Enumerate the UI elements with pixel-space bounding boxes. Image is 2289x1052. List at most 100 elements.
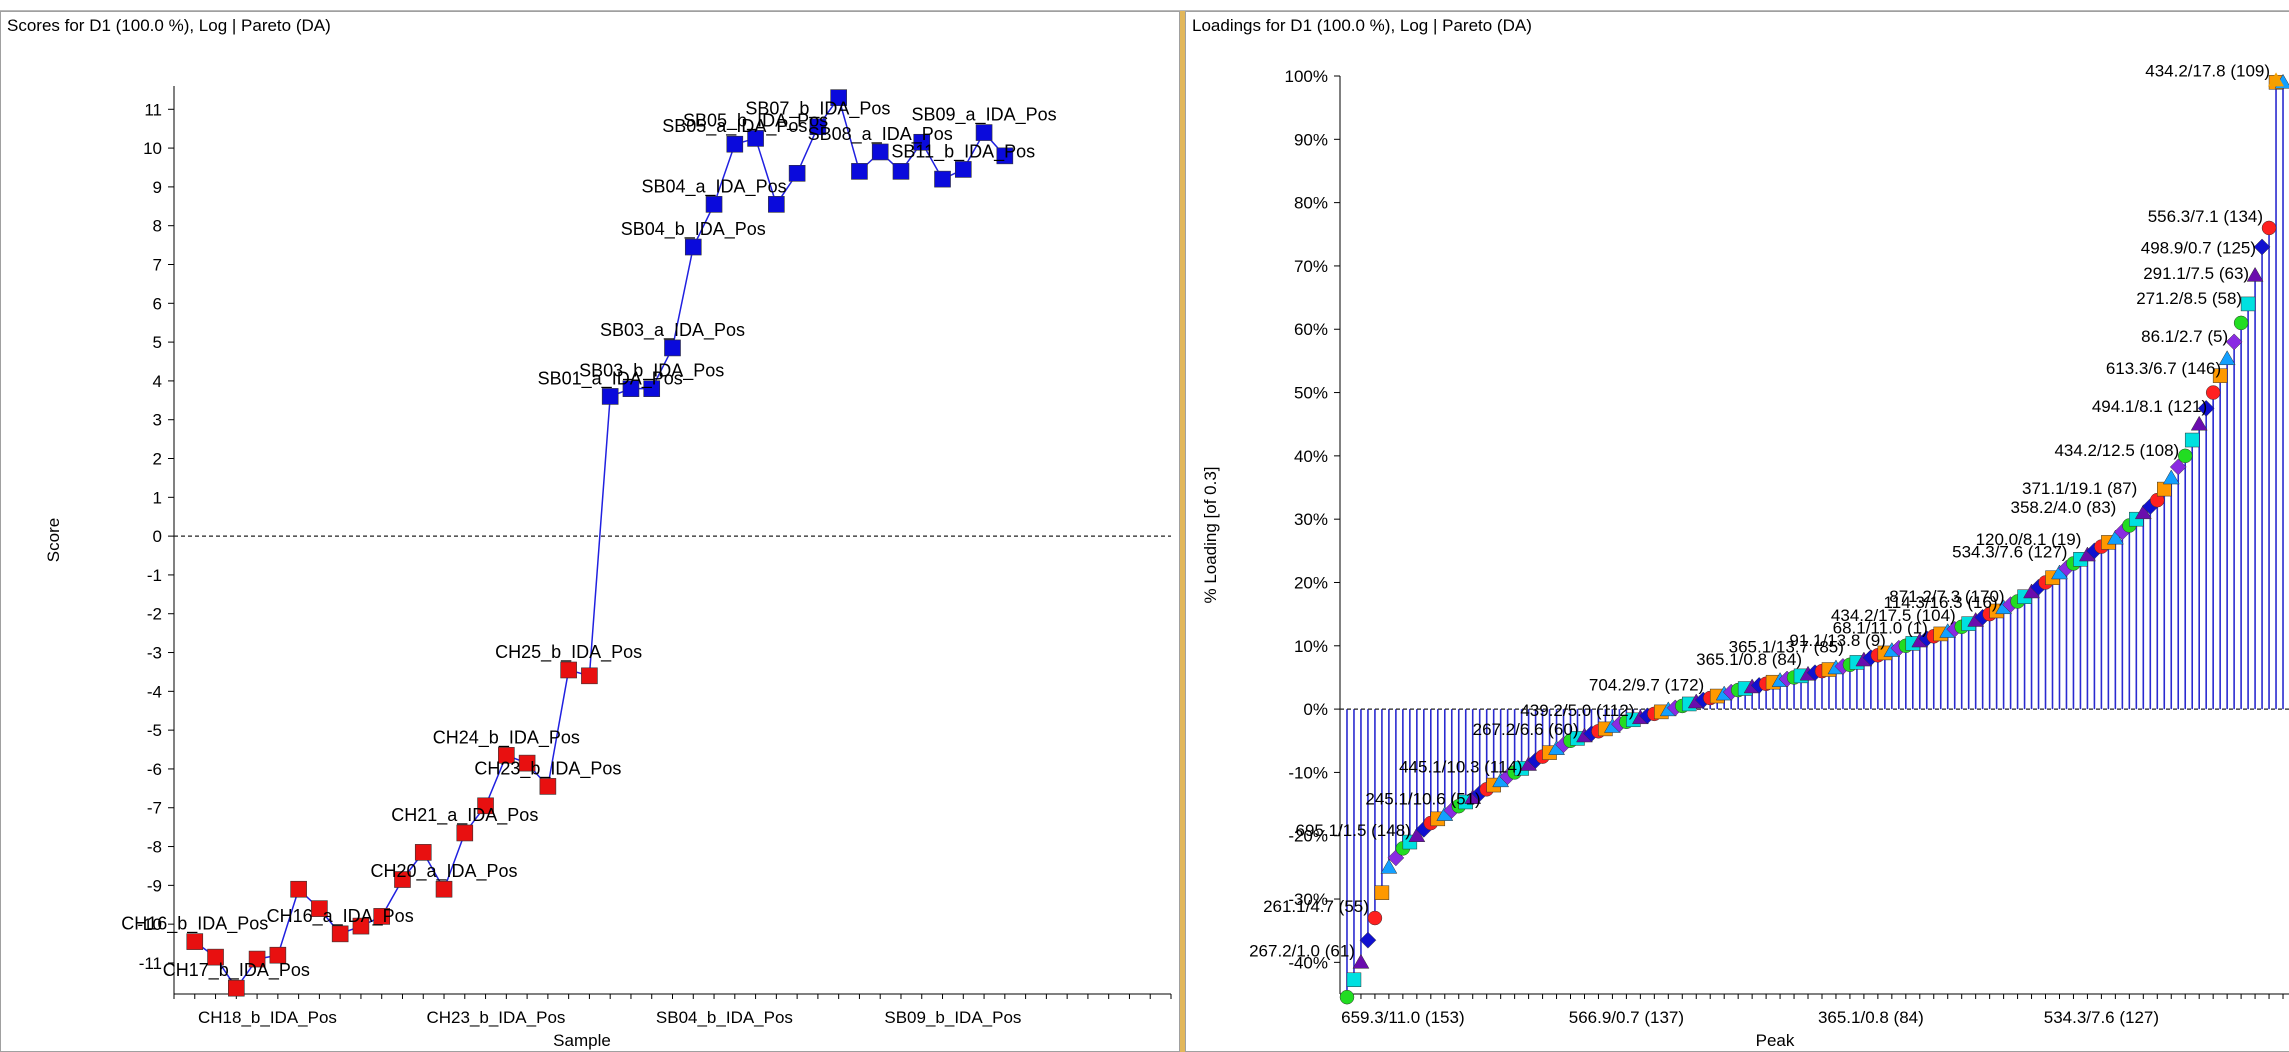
x-tick-label: SB09_b_IDA_Pos bbox=[884, 1008, 1021, 1027]
peak-label: 86.1/2.7 (5) bbox=[2141, 327, 2228, 346]
sample-label: SB01_a_IDA_Pos bbox=[538, 368, 683, 389]
x-tick-label: 566.9/0.7 (137) bbox=[1569, 1008, 1684, 1027]
sample-point bbox=[581, 667, 598, 685]
y-tick-label: 60% bbox=[1294, 320, 1328, 339]
sample-point bbox=[290, 880, 307, 898]
y-tick-label: 90% bbox=[1294, 130, 1328, 149]
peak-label: 434.2/17.8 (109) bbox=[2145, 61, 2270, 80]
y-tick-label: 2 bbox=[153, 450, 162, 469]
sample-point bbox=[601, 388, 619, 405]
loading-marker bbox=[2212, 368, 2228, 383]
y-tick-label: 7 bbox=[153, 255, 162, 274]
x-axis-title: Peak bbox=[1756, 1031, 1795, 1050]
y-tick-label: 10 bbox=[143, 139, 162, 158]
peak-label: 704.2/9.7 (172) bbox=[1589, 675, 1704, 694]
y-tick-label: -20% bbox=[1288, 827, 1328, 846]
loading-marker bbox=[2169, 458, 2187, 476]
y-tick-label: -5 bbox=[147, 721, 162, 740]
peak-label: 534.3/7.6 (127) bbox=[1952, 542, 2067, 561]
y-tick-label: 6 bbox=[153, 294, 162, 313]
sample-point bbox=[394, 871, 411, 888]
y-tick-label: 8 bbox=[153, 217, 162, 236]
y-tick-label: 0% bbox=[1303, 700, 1328, 719]
sample-point bbox=[560, 661, 577, 679]
sample-point bbox=[248, 950, 266, 968]
peak-label: 556.3/7.1 (134) bbox=[2148, 207, 2263, 226]
peak-label: 434.2/12.5 (108) bbox=[2054, 441, 2179, 460]
sample-point bbox=[892, 163, 910, 180]
loading-marker bbox=[1346, 972, 1362, 988]
sample-point bbox=[477, 797, 494, 815]
sample-point bbox=[913, 133, 931, 151]
scores-plot[interactable]: 11109876543210-1-2-3-4-5-6-7-8-9-10-11CH… bbox=[1, 12, 1179, 1051]
score-series-line bbox=[194, 95, 1006, 990]
sample-point bbox=[456, 824, 474, 842]
sample-label: CH16_b_IDA_Pos bbox=[121, 914, 268, 935]
panel-splitter[interactable] bbox=[1180, 11, 1185, 1052]
sample-label: SB04_b_IDA_Pos bbox=[621, 219, 766, 240]
sample-point bbox=[498, 747, 515, 764]
x-tick-label: CH18_b_IDA_Pos bbox=[198, 1008, 337, 1027]
y-tick-label: 1 bbox=[153, 488, 162, 507]
y-tick-label: -1 bbox=[147, 566, 162, 585]
peak-label: 498.9/0.7 (125) bbox=[2141, 239, 2256, 258]
sample-point bbox=[311, 900, 328, 917]
sample-point bbox=[768, 196, 785, 213]
y-tick-label: -30% bbox=[1288, 890, 1328, 909]
loading-marker bbox=[2261, 220, 2277, 236]
loadings-panel-title: Loadings for D1 (100.0 %), Log | Pareto … bbox=[1192, 16, 1532, 35]
sample-label: SB03_b_IDA_Pos bbox=[579, 361, 724, 382]
scores-panel[interactable]: Scores for D1 (100.0 %), Log | Pareto (D… bbox=[0, 11, 1180, 1052]
sample-point bbox=[871, 143, 889, 161]
sample-point bbox=[934, 170, 951, 188]
y-tick-label: 5 bbox=[153, 333, 162, 352]
y-tick-label: 4 bbox=[153, 372, 162, 391]
sample-point bbox=[269, 946, 287, 964]
loadings-panel[interactable]: Loadings for D1 (100.0 %), Log | Pareto … bbox=[1185, 11, 2289, 1052]
peak-label: 365.1/0.8 (84) bbox=[1696, 650, 1802, 669]
peak-label: 91.1/13.8 (9) bbox=[1789, 631, 1885, 650]
sample-label: CH20_a_IDA_Pos bbox=[370, 861, 517, 882]
peak-label: 267.2/6.6 (60) bbox=[1473, 720, 1579, 739]
y-axis-title: Score bbox=[44, 518, 63, 562]
sample-point bbox=[435, 880, 453, 898]
loading-marker bbox=[2177, 448, 2193, 464]
sample-label: SB11_b_IDA_Pos bbox=[891, 141, 1035, 162]
loading-marker bbox=[1339, 989, 1355, 1005]
peak-label: 267.2/1.0 (61) bbox=[1249, 941, 1355, 960]
sample-point bbox=[851, 163, 868, 180]
sample-label: SB04_a_IDA_Pos bbox=[641, 176, 786, 197]
y-tick-label: 40% bbox=[1294, 447, 1328, 466]
loading-marker bbox=[2240, 296, 2256, 312]
loading-marker bbox=[2162, 469, 2180, 485]
sample-point bbox=[975, 124, 993, 141]
loading-marker bbox=[2205, 385, 2221, 400]
sample-point bbox=[518, 754, 536, 772]
y-tick-label: -6 bbox=[147, 760, 162, 779]
y-tick-label: -3 bbox=[147, 644, 162, 663]
sample-point bbox=[747, 130, 764, 147]
y-tick-label: -9 bbox=[147, 876, 162, 895]
sample-point bbox=[643, 380, 661, 397]
loading-marker bbox=[2190, 415, 2208, 431]
sample-label: CH21_a_IDA_Pos bbox=[391, 805, 538, 826]
peak-label: 434.2/17.5 (104) bbox=[1831, 606, 1956, 625]
sample-point bbox=[809, 118, 827, 136]
peak-label: 114.3/16.3 (16) bbox=[1884, 593, 1998, 612]
sample-label: SB05_a_IDA_Pos bbox=[662, 116, 807, 137]
sample-point bbox=[684, 238, 702, 256]
y-tick-label: -8 bbox=[147, 838, 162, 857]
loading-marker bbox=[2197, 400, 2215, 417]
sample-label: CH23_b_IDA_Pos bbox=[474, 758, 621, 779]
top-loading-marker bbox=[2268, 72, 2285, 87]
sample-point bbox=[352, 917, 370, 935]
loading-marker bbox=[1374, 885, 1390, 900]
loading-marker bbox=[2246, 266, 2264, 282]
x-axis-title: Sample bbox=[553, 1031, 611, 1050]
sample-label: CH25_b_IDA_Pos bbox=[495, 642, 642, 663]
peak-label: 120.0/8.1 (19) bbox=[1976, 530, 2082, 549]
loadings-plot[interactable]: 100% 90% 80% 70% 60% 50% 40% 30% 20% 10% 0% -10% -20… bbox=[1186, 12, 2289, 1051]
loading-marker bbox=[2233, 315, 2249, 331]
x-tick-label: 365.1/0.8 (84) bbox=[1818, 1008, 1924, 1027]
peak-label: 371.1/19.1 (87) bbox=[2022, 479, 2137, 498]
